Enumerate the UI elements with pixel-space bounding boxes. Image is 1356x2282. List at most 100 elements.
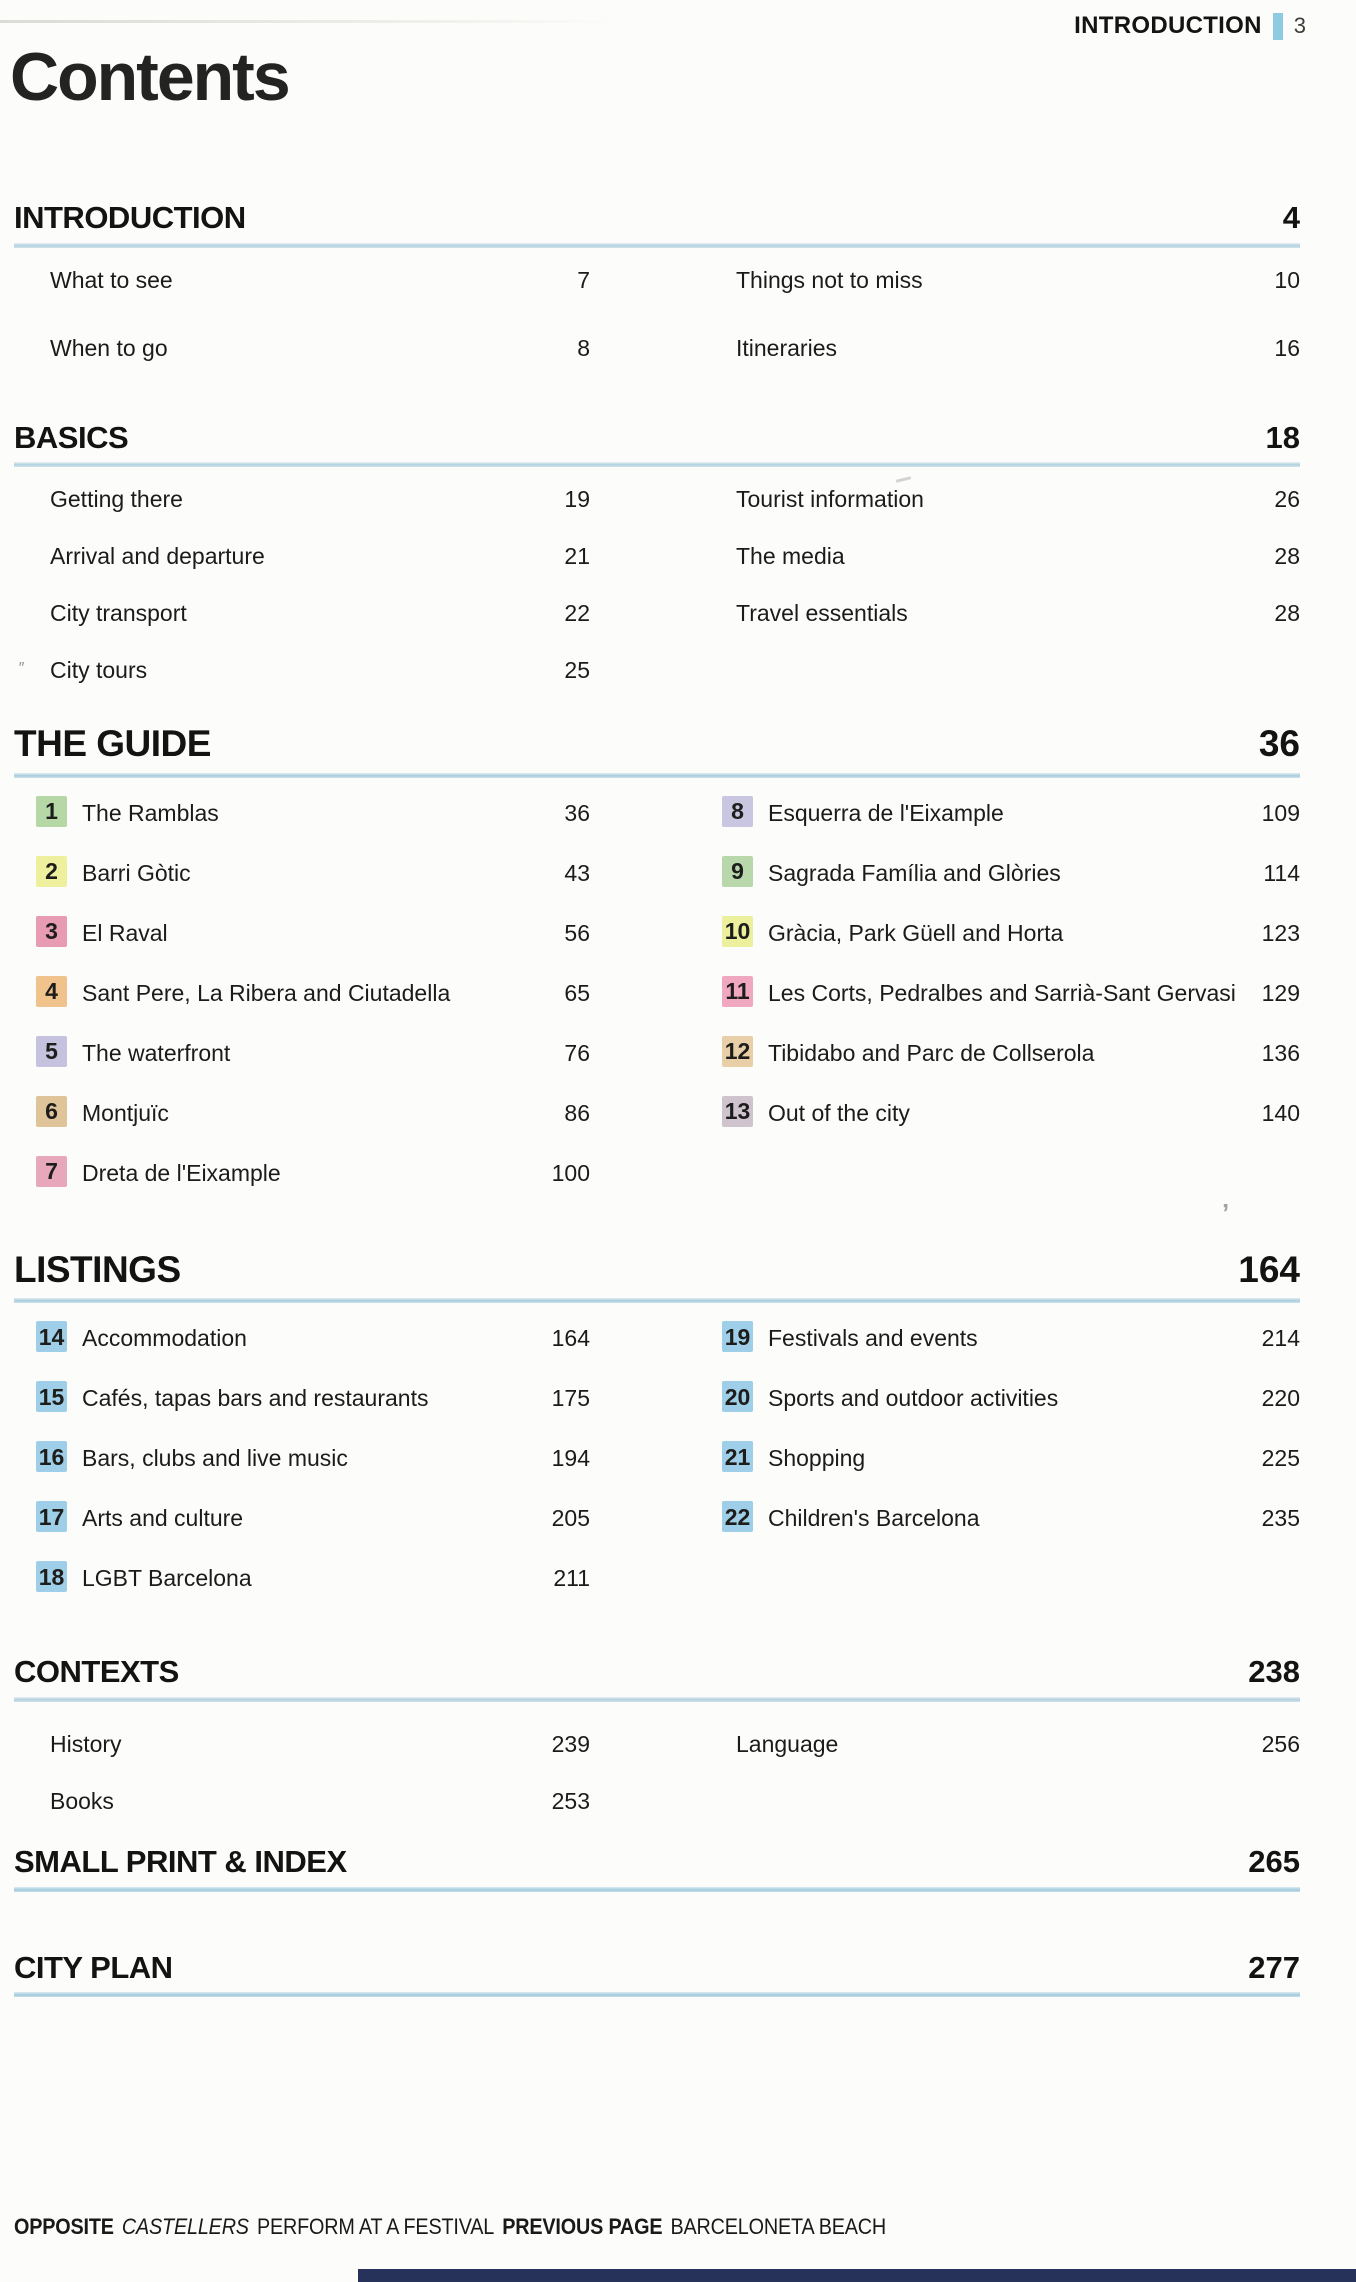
photo-caption: OPPOSITE CASTELLERS PERFORM AT A FESTIVAL P… [14, 2214, 894, 2240]
running-header: INTRODUCTION 3 [1074, 12, 1306, 40]
chapter-number-badge: 21 [722, 1441, 753, 1473]
entry-page-number: 21 [564, 543, 590, 570]
section-title: BASICS [14, 419, 129, 455]
entry-page-number: 10 [1274, 266, 1300, 293]
section-title: CONTEXTS [14, 1654, 179, 1690]
toc-entry: 3 El Raval 56 [14, 915, 590, 947]
section-entries: 14 Accommodation 164 15 Cafés, tapas bars an… [14, 1303, 1300, 1621]
entry-label: The Ramblas [82, 799, 219, 826]
entry-label: Bars, clubs and live music [82, 1445, 348, 1472]
toc-entry: 13 Out of the city 140 [700, 1095, 1300, 1127]
entry-page-number: 16 [1274, 334, 1300, 361]
toc-entry: The media 28 [700, 542, 1300, 570]
toc-entry: City tours 25 [14, 656, 590, 684]
entry-label: Sant Pere, La Ribera and Ciutadella [82, 979, 451, 1006]
chapter-number-badge: 11 [722, 975, 753, 1007]
entry-page-number: 205 [551, 1505, 590, 1532]
entries-column-1: 1 The Ramblas 36 2 Barri Gòtic 43 3 El Raval 56 4… [14, 795, 590, 1216]
entry-label: Arrival and departure [50, 543, 265, 570]
chapter-number-badge: 17 [36, 1501, 67, 1533]
toc-entry: 18 LGBT Barcelona 211 [14, 1561, 590, 1593]
section-rule [14, 462, 1300, 468]
toc-entry: Language 256 [700, 1730, 1300, 1758]
entry-page-number: 56 [564, 919, 590, 946]
toc-entry: 22 Children's Barcelona 235 [700, 1501, 1300, 1533]
toc-entry: 11 Les Corts, Pedralbes and Sarrià-Sant G… [700, 975, 1300, 1007]
section-page-number: 238 [1248, 1654, 1300, 1690]
entry-label: El Raval [82, 919, 168, 946]
entries-column-2: Things not to miss 10 Itineraries 16 [700, 266, 1300, 402]
entries-column-1: History 239 Books 253 [14, 1730, 590, 1844]
entry-page-number: 7 [577, 266, 590, 293]
section-rule [14, 1886, 1300, 1892]
entry-label: Books [50, 1788, 114, 1815]
entry-label: Tourist information [736, 486, 924, 513]
section-rule [14, 1992, 1300, 1998]
chapter-number-badge: 6 [36, 1095, 67, 1127]
entries-column-2: Tourist information 26 The media 28 Travel e… [700, 485, 1300, 656]
entry-label: Barri Gòtic [82, 859, 191, 886]
section-rule [14, 1697, 1300, 1703]
entries-column-2: Language 256 [700, 1730, 1300, 1787]
entry-page-number: 256 [1261, 1731, 1300, 1758]
section-page-number: 277 [1248, 1949, 1300, 1985]
toc-entry: 5 The waterfront 76 [14, 1035, 590, 1067]
section-header: CONTEXTS 238 [14, 1654, 1300, 1690]
toc-entry: 19 Festivals and events 214 [700, 1321, 1300, 1353]
chapter-number-badge: 10 [722, 915, 753, 947]
header-blue-bar [1272, 12, 1283, 40]
entries-column-1: What to see 7 When to go 8 [14, 266, 590, 402]
entry-page-number: 76 [564, 1039, 590, 1066]
toc-entry: 10 Gràcia, Park Güell and Horta 123 [700, 915, 1300, 947]
entry-page-number: 26 [1274, 486, 1300, 513]
entry-page-number: 175 [551, 1385, 590, 1412]
toc-entry: 16 Bars, clubs and live music 194 [14, 1441, 590, 1473]
section-title: LISTINGS [14, 1248, 181, 1290]
toc-entry: When to go 8 [14, 334, 590, 362]
entry-page-number: 36 [564, 799, 590, 826]
chapter-number-badge: 8 [722, 795, 753, 827]
section-entries: What to see 7 When to go 8 Things not to mis… [14, 248, 1300, 402]
chapter-number-badge: 2 [36, 855, 67, 887]
toc-entry: 15 Cafés, tapas bars and restaurants 175 [14, 1381, 590, 1413]
section-city-plan: CITY PLAN 277 [14, 1950, 1300, 1998]
entry-label: Things not to miss [736, 266, 923, 293]
section-rule [14, 772, 1300, 778]
section-header: INTRODUCTION 4 [14, 200, 1300, 236]
page-number: 3 [1293, 13, 1306, 38]
entry-label: Out of the city [768, 1099, 910, 1126]
entries-column-2: 8 Esquerra de l'Eixample 109 9 Sagrada Famíl… [700, 795, 1300, 1156]
section-entries: 1 The Ramblas 36 2 Barri Gòtic 43 3 El Raval 56 4… [14, 778, 1300, 1216]
section-contexts: CONTEXTS 238 History 239 Books 253 Language 256 [14, 1654, 1300, 1844]
entry-label: The waterfront [82, 1039, 231, 1066]
entry-page-number: 114 [1263, 859, 1300, 886]
toc-entry: 7 Dreta de l'Eixample 100 [14, 1155, 590, 1187]
entry-page-number: 8 [577, 334, 590, 361]
toc-entry: 6 Montjuïc 86 [14, 1095, 590, 1127]
entries-column-1: Getting there 19 Arrival and departure 21 Ci… [14, 485, 590, 713]
section-rule [14, 1298, 1300, 1304]
toc-entry: 12 Tibidabo and Parc de Collserola 136 [700, 1035, 1300, 1067]
entry-label: When to go [50, 334, 168, 361]
entries-column-2: 19 Festivals and events 214 20 Sports and ou… [700, 1321, 1300, 1561]
entry-label: Sagrada Família and Glòries [768, 859, 1061, 886]
section-header: CITY PLAN 277 [14, 1950, 1300, 1986]
section-page-number: 4 [1282, 200, 1300, 235]
entry-page-number: 136 [1261, 1039, 1300, 1066]
section-introduction: INTRODUCTION 4 What to see 7 When to go 8 Thin… [14, 200, 1300, 402]
section-page-number: 164 [1238, 1248, 1300, 1290]
section-page-number: 18 [1265, 419, 1300, 455]
entry-label: What to see [50, 266, 173, 293]
toc-entry: 17 Arts and culture 205 [14, 1501, 590, 1533]
chapter-number-badge: 13 [722, 1095, 753, 1127]
chapter-number-badge: 19 [722, 1321, 753, 1353]
toc-entry: 1 The Ramblas 36 [14, 795, 590, 827]
toc-entry: Tourist information 26 [700, 485, 1300, 513]
chapter-number-badge: 4 [36, 975, 67, 1007]
entry-page-number: 43 [564, 859, 590, 886]
entry-page-number: 140 [1261, 1099, 1300, 1126]
entry-label: Cafés, tapas bars and restaurants [82, 1385, 429, 1412]
entry-label: Sports and outdoor activities [768, 1385, 1059, 1412]
chapter-number-badge: 3 [36, 915, 67, 947]
